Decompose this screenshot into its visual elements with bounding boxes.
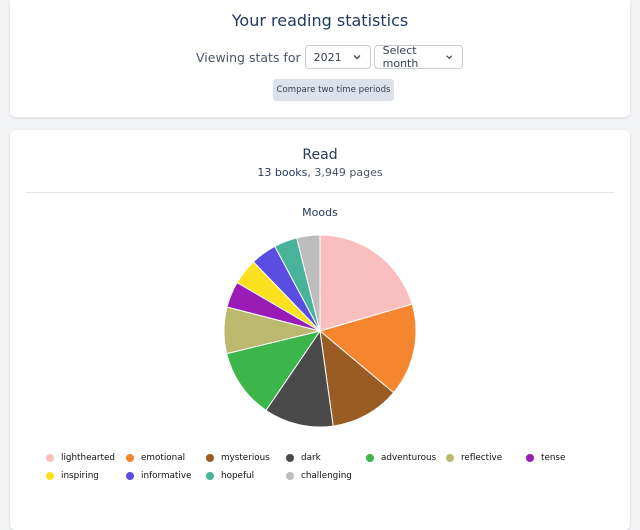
summary-separator: ,: [307, 166, 315, 179]
legend-label: emotional: [141, 453, 186, 463]
legend-item-dark[interactable]: dark: [286, 453, 366, 463]
legend-swatch: [286, 454, 294, 462]
chart-legend: lighthearted emotional mysterious dark adven…: [46, 449, 606, 485]
pie-slice-dark[interactable]: [265, 329, 334, 428]
legend-label: tense: [541, 453, 566, 463]
legend-swatch: [286, 472, 294, 480]
legend-swatch: [446, 454, 454, 462]
legend-swatch: [366, 454, 374, 462]
compare-periods-button[interactable]: Compare two time periods: [273, 79, 394, 101]
legend-swatch: [126, 454, 134, 462]
legend-swatch: [126, 472, 134, 480]
legend-label: lighthearted: [61, 453, 115, 463]
legend-swatch: [206, 472, 214, 480]
legend-label: adventurous: [381, 453, 437, 463]
pie-slice-mysterious[interactable]: [319, 329, 395, 427]
read-stats-card: Read 13 books, 3,949 pages Moods lighthe…: [10, 130, 630, 530]
page-title: Your reading statistics: [231, 11, 409, 30]
legend-item-inspiring[interactable]: inspiring: [46, 471, 126, 481]
legend-row: lighthearted emotional mysterious dark adven…: [46, 449, 606, 467]
legend-item-emotional[interactable]: emotional: [126, 453, 206, 463]
pages-count: 3,949 pages: [314, 166, 383, 179]
legend-item-mysterious[interactable]: mysterious: [206, 453, 286, 463]
moods-pie-chart: [223, 234, 417, 428]
chevron-down-icon: [353, 55, 361, 60]
legend-label: challenging: [301, 471, 352, 481]
legend-label: reflective: [461, 453, 503, 463]
pie-slice-challenging[interactable]: [296, 234, 321, 332]
read-section-title: Read: [302, 147, 338, 163]
pie-slice-adventurous[interactable]: [226, 330, 322, 412]
legend-swatch: [46, 454, 54, 462]
month-select-value: Select month: [382, 44, 419, 70]
books-count: 13 books: [257, 166, 308, 179]
legend-item-hopeful[interactable]: hopeful: [206, 471, 286, 481]
legend-label: dark: [301, 453, 321, 463]
year-select-value: 2021: [313, 50, 342, 64]
legend-label: informative: [141, 471, 192, 481]
legend-item-informative[interactable]: informative: [126, 471, 206, 481]
legend-label: mysterious: [221, 453, 270, 463]
chevron-down-icon: [446, 55, 453, 60]
legend-item-reflective[interactable]: reflective: [446, 453, 526, 463]
legend-label: inspiring: [61, 471, 99, 481]
chart-title: Moods: [302, 206, 338, 219]
month-select[interactable]: Select month: [373, 44, 463, 70]
pie-slice-emotional[interactable]: [318, 303, 417, 394]
section-divider: [26, 192, 614, 193]
stats-header-card: Your reading statistics Viewing stats fo…: [10, 0, 630, 117]
read-summary: 13 books, 3,949 pages: [10, 166, 630, 179]
viewing-stats-label: Viewing stats for: [196, 49, 301, 65]
legend-item-lighthearted[interactable]: lighthearted: [46, 453, 126, 463]
legend-item-adventurous[interactable]: adventurous: [366, 453, 446, 463]
legend-swatch: [526, 454, 534, 462]
legend-swatch: [206, 454, 214, 462]
pie-slice-lighthearted[interactable]: [319, 234, 413, 332]
legend-label: hopeful: [221, 471, 255, 481]
year-select[interactable]: 2021: [304, 45, 371, 69]
legend-row: inspiring informative hopeful challenging: [46, 467, 606, 485]
legend-swatch: [46, 472, 54, 480]
legend-item-tense[interactable]: tense: [526, 453, 606, 463]
filter-row: Viewing stats for 2021 Select month: [196, 44, 463, 70]
legend-item-challenging[interactable]: challenging: [286, 471, 366, 481]
